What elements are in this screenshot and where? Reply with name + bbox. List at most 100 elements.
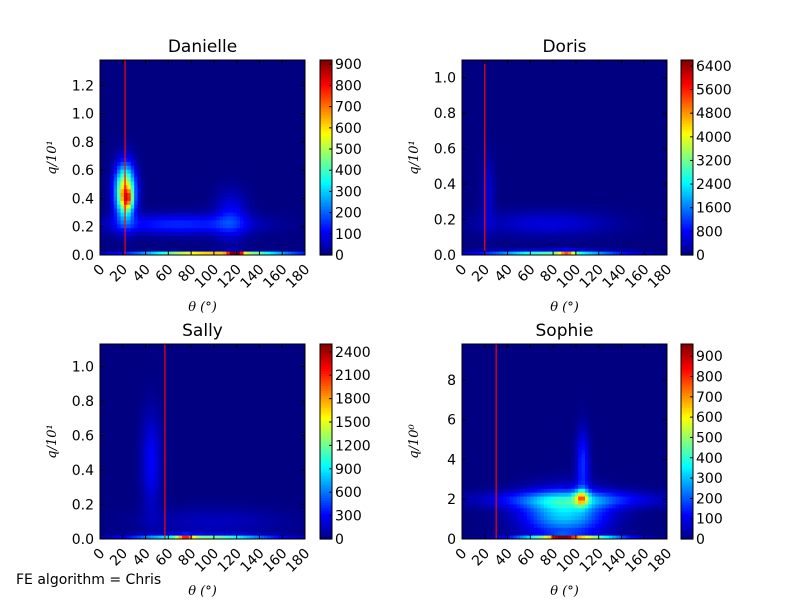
heatmap-cell — [544, 173, 548, 178]
heatmap-cell — [205, 243, 210, 248]
heatmap-cell — [123, 153, 128, 158]
heatmap-cell — [110, 216, 115, 221]
heatmap-cell — [154, 227, 159, 233]
heatmap-cell — [154, 149, 159, 155]
heatmap-cell — [540, 79, 545, 84]
heatmap-cell — [472, 219, 477, 225]
heatmap-cell — [468, 169, 473, 174]
heatmap-cell — [585, 208, 589, 213]
heatmap-cell — [212, 177, 217, 182]
heatmap-cell — [113, 63, 118, 69]
heatmap-cell — [240, 122, 244, 127]
heatmap-cell — [161, 110, 166, 116]
heatmap-cell — [185, 145, 190, 151]
heatmap-cell — [298, 173, 303, 178]
heatmap-cell — [158, 99, 162, 104]
heatmap-cell — [182, 75, 186, 80]
heatmap-cell — [141, 223, 145, 229]
heatmap-cell — [137, 134, 142, 139]
heatmap-cell — [212, 192, 217, 197]
heatmap-cell — [267, 102, 272, 108]
heatmap-cell — [287, 204, 292, 209]
heatmap-cell — [564, 110, 569, 116]
heatmap-cell — [465, 177, 470, 182]
heatmap-cell — [141, 165, 145, 170]
heatmap-cell — [274, 87, 279, 92]
heatmap-cell — [219, 114, 224, 119]
heatmap-cell — [141, 141, 145, 147]
heatmap-cell — [151, 71, 156, 77]
heatmap-cell — [253, 235, 258, 240]
heatmap-cell — [120, 71, 125, 77]
heatmap-cell — [123, 173, 128, 178]
heatmap-cell — [298, 79, 303, 84]
heatmap-cell — [147, 165, 152, 170]
heatmap-cell — [526, 138, 531, 143]
heatmap-cell — [298, 239, 303, 244]
heatmap-cell — [130, 184, 135, 190]
heatmap-cell — [492, 126, 497, 131]
heatmap-cell — [233, 239, 238, 244]
heatmap-cell — [219, 153, 224, 158]
heatmap-cell — [243, 180, 248, 186]
heatmap-cell — [106, 204, 111, 209]
heatmap-cell — [270, 177, 275, 182]
heatmap-cell — [216, 243, 221, 248]
colorbar-tick-label: 300 — [335, 184, 362, 200]
heatmap-cell — [561, 118, 565, 123]
heatmap-cell — [554, 239, 559, 244]
heatmap-cell — [195, 204, 200, 209]
heatmap-cell — [113, 200, 118, 205]
heatmap-cell — [520, 95, 524, 100]
heatmap-cell — [503, 145, 507, 151]
heatmap-cell — [561, 216, 565, 221]
heatmap-cell — [171, 138, 176, 143]
heatmap-cell — [161, 114, 166, 119]
heatmap-cell — [567, 173, 572, 178]
heatmap-cell — [233, 196, 238, 201]
heatmap-cell — [277, 188, 282, 194]
heatmap-cell — [192, 239, 197, 244]
heatmap-cell — [298, 204, 303, 209]
heatmap-cell — [513, 212, 518, 217]
heatmap-cell — [567, 83, 572, 88]
heatmap-cell — [499, 251, 504, 255]
heatmap-cell — [236, 145, 241, 151]
heatmap-cell — [281, 95, 285, 100]
heatmap-cell — [250, 102, 255, 108]
heatmap-cell — [479, 118, 483, 123]
heatmap-cell — [154, 60, 159, 65]
heatmap-cell — [164, 63, 169, 69]
heatmap-cell — [123, 145, 128, 151]
heatmap-cell — [192, 165, 197, 170]
heatmap-cell — [270, 141, 275, 147]
heatmap-cell — [243, 208, 248, 213]
heatmap-cell — [475, 219, 480, 225]
heatmap-cell — [585, 227, 589, 233]
heatmap-cell — [168, 188, 173, 194]
heatmap-cell — [144, 192, 149, 197]
heatmap-cell — [513, 118, 518, 123]
heatmap-cell — [585, 196, 589, 201]
heatmap-cell — [219, 188, 224, 194]
heatmap-cell — [462, 212, 466, 217]
heatmap-cell — [147, 75, 152, 80]
heatmap-cell — [144, 196, 149, 201]
heatmap-cell — [537, 60, 542, 65]
heatmap-cell — [127, 212, 132, 217]
heatmap-cell — [581, 106, 586, 112]
heatmap-cell — [236, 102, 241, 108]
heatmap-cell — [113, 208, 118, 213]
heatmap-cell — [243, 173, 248, 178]
heatmap-cell — [144, 118, 149, 123]
heatmap-cell — [267, 99, 272, 104]
heatmap-cell — [257, 184, 262, 190]
heatmap-cell — [550, 134, 555, 139]
heatmap-cell — [509, 177, 514, 182]
heatmap-cell — [123, 223, 128, 229]
heatmap-cell — [110, 192, 115, 197]
heatmap-cell — [468, 223, 473, 229]
heatmap-cell — [168, 114, 173, 119]
heatmap-cell — [294, 63, 299, 69]
heatmap-cell — [199, 87, 203, 92]
